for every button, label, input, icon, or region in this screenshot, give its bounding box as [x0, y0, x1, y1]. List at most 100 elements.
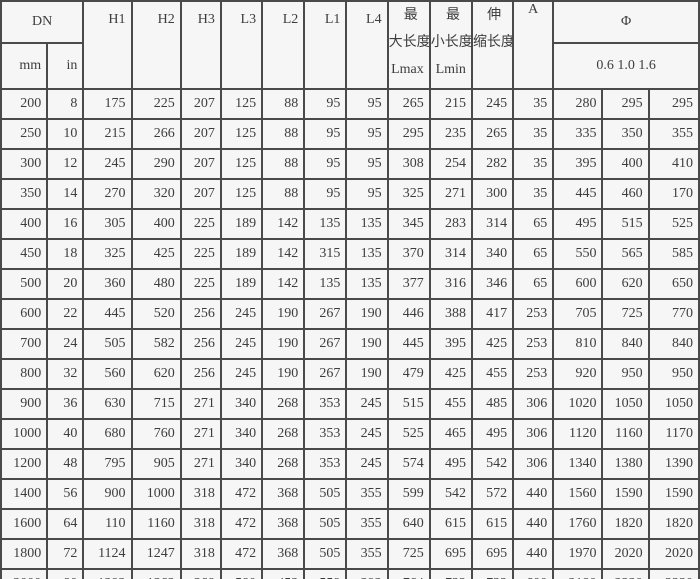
cell: 314 [428, 238, 473, 270]
cell: 282 [470, 148, 515, 180]
table-row: 1200 48 795 905 271 340 268 353 245 574 495 542 306 1… [0, 448, 700, 480]
cell: 306 [512, 418, 555, 450]
cell: 722 [428, 568, 473, 579]
cell: 95 [303, 88, 348, 120]
cell: 308 [386, 148, 431, 180]
cell: 268 [261, 448, 306, 480]
cell: 72 [46, 538, 85, 570]
cell: 1000 [130, 478, 182, 510]
cell: 346 [470, 268, 515, 300]
cell: 450 [0, 238, 49, 270]
cell: 267 [303, 358, 348, 390]
cell: 305 [82, 208, 133, 240]
cell: 207 [179, 118, 222, 150]
cell: 770 [647, 298, 700, 330]
cell: 900 [82, 478, 133, 510]
cell: 32 [46, 358, 85, 390]
cell: 1390 [647, 448, 700, 480]
cell: 1120 [552, 418, 604, 450]
cell: 695 [470, 538, 515, 570]
table-row: 900 36 630 715 271 340 268 353 245 515 455 485 306 10… [0, 388, 700, 420]
cell: 599 [386, 478, 431, 510]
col-header-lmax-line: 最 [403, 8, 418, 23]
cell: 368 [261, 538, 306, 570]
cell: 615 [470, 508, 515, 540]
cell: 400 [601, 148, 650, 180]
cell: 1292 [82, 568, 133, 579]
cell: 585 [647, 238, 700, 270]
cell: 64 [46, 508, 85, 540]
cell: 95 [345, 148, 389, 180]
table-row: 200 8 175 225 207 125 88 95 95 265 215 245 35 280 295 2… [0, 88, 700, 120]
col-header-h3: H3 [179, 0, 222, 90]
table-row: 1800 72 1124 1247 318 472 368 505 355 725 695 695 44… [0, 538, 700, 570]
cell: 65 [512, 238, 555, 270]
cell: 215 [82, 118, 133, 150]
cell: 725 [386, 538, 431, 570]
cell: 630 [82, 388, 133, 420]
table-row: 300 12 245 290 207 125 88 95 95 308 254 282 35 395 400… [0, 148, 700, 180]
cell: 764 [386, 568, 431, 579]
cell: 265 [386, 88, 431, 120]
cell: 35 [512, 148, 555, 180]
cell: 472 [219, 508, 264, 540]
cell: 495 [428, 448, 473, 480]
cell: 245 [82, 148, 133, 180]
col-header-a: A [512, 0, 555, 90]
cell: 36 [46, 388, 85, 420]
col-header-stretch-line: 伸 [487, 8, 502, 23]
cell: 306 [512, 388, 555, 420]
table-row: 2000801292136236858045355939376472272260… [0, 568, 700, 579]
cell: 271 [179, 388, 222, 420]
cell: 295 [647, 88, 700, 120]
col-header-lmax-line: 大长度 [388, 35, 430, 50]
cell: 377 [386, 268, 431, 300]
cell: 810 [552, 328, 604, 360]
cell: 245 [345, 418, 389, 450]
cell: 253 [512, 358, 555, 390]
cell: 95 [303, 148, 348, 180]
cell: 722 [470, 568, 515, 579]
cell: 256 [179, 298, 222, 330]
cell: 315 [303, 238, 348, 270]
cell: 495 [470, 418, 515, 450]
cell: 840 [601, 328, 650, 360]
cell: 572 [470, 478, 515, 510]
cell: 340 [470, 238, 515, 270]
cell: 267 [303, 298, 348, 330]
cell: 40 [46, 418, 85, 450]
cell: 505 [303, 508, 348, 540]
cell: 505 [303, 478, 348, 510]
cell: 245 [345, 388, 389, 420]
cell: 12 [46, 148, 85, 180]
cell: 306 [512, 448, 555, 480]
cell: 95 [345, 178, 389, 210]
cell: 245 [219, 298, 264, 330]
cell: 393 [345, 568, 389, 579]
cell: 640 [386, 508, 431, 540]
cell: 800 [0, 358, 49, 390]
col-header-phi: Φ [552, 0, 700, 44]
cell: 620 [601, 268, 650, 300]
col-header-stretch-line: 缩长度L [472, 35, 511, 50]
cell: 245 [345, 448, 389, 480]
cell: 245 [219, 358, 264, 390]
cell: 190 [345, 298, 389, 330]
cell: 353 [303, 448, 348, 480]
cell: 1200 [0, 448, 49, 480]
cell: 559 [303, 568, 348, 579]
cell: 580 [219, 568, 264, 579]
cell: 95 [303, 118, 348, 150]
cell: 256 [179, 358, 222, 390]
cell: 453 [261, 568, 306, 579]
cell: 725 [601, 298, 650, 330]
cell: 340 [219, 418, 264, 450]
col-header-l1: L1 [303, 0, 348, 90]
cell: 335 [552, 118, 604, 150]
cell: 1760 [552, 508, 604, 540]
cell: 88 [261, 178, 306, 210]
cell: 355 [345, 538, 389, 570]
cell: 440 [512, 538, 555, 570]
cell: 189 [219, 268, 264, 300]
cell: 20 [46, 268, 85, 300]
